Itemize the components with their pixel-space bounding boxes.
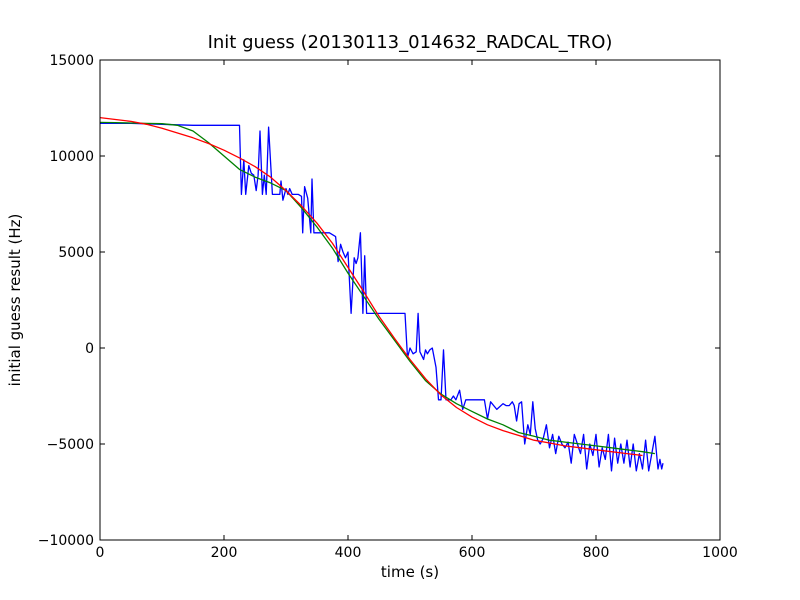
x-tick-label: 600 [459, 545, 486, 561]
y-tick-label: 15000 [49, 53, 94, 69]
ticks-layer: 0 200 400 600 800 1000 −10000 −5000 0 5000 10000 15… [38, 53, 738, 561]
series-layer [99, 116, 664, 472]
series-line-1 [100, 122, 664, 472]
chart-title: Init guess (20130113_014632_RADCAL_TRO) [208, 32, 613, 53]
x-tick-label: 400 [335, 545, 362, 561]
y-tick-label: −10000 [38, 533, 94, 549]
y-tick-label: 0 [85, 341, 94, 357]
y-tick-label: 10000 [49, 149, 94, 165]
y-axis-title: initial guess result (Hz) [6, 214, 24, 387]
plot-area-frame [99, 59, 721, 541]
x-tick-label: 800 [583, 545, 610, 561]
y-tick-label: −5000 [47, 437, 94, 453]
x-tick-label: 1000 [702, 545, 738, 561]
y-tick-label: 5000 [58, 245, 94, 261]
x-axis-title: time (s) [381, 563, 439, 581]
series-line-2 [99, 121, 655, 455]
x-tick-label: 0 [96, 545, 105, 561]
series-line-3 [99, 116, 643, 457]
x-tick-label: 200 [211, 545, 238, 561]
